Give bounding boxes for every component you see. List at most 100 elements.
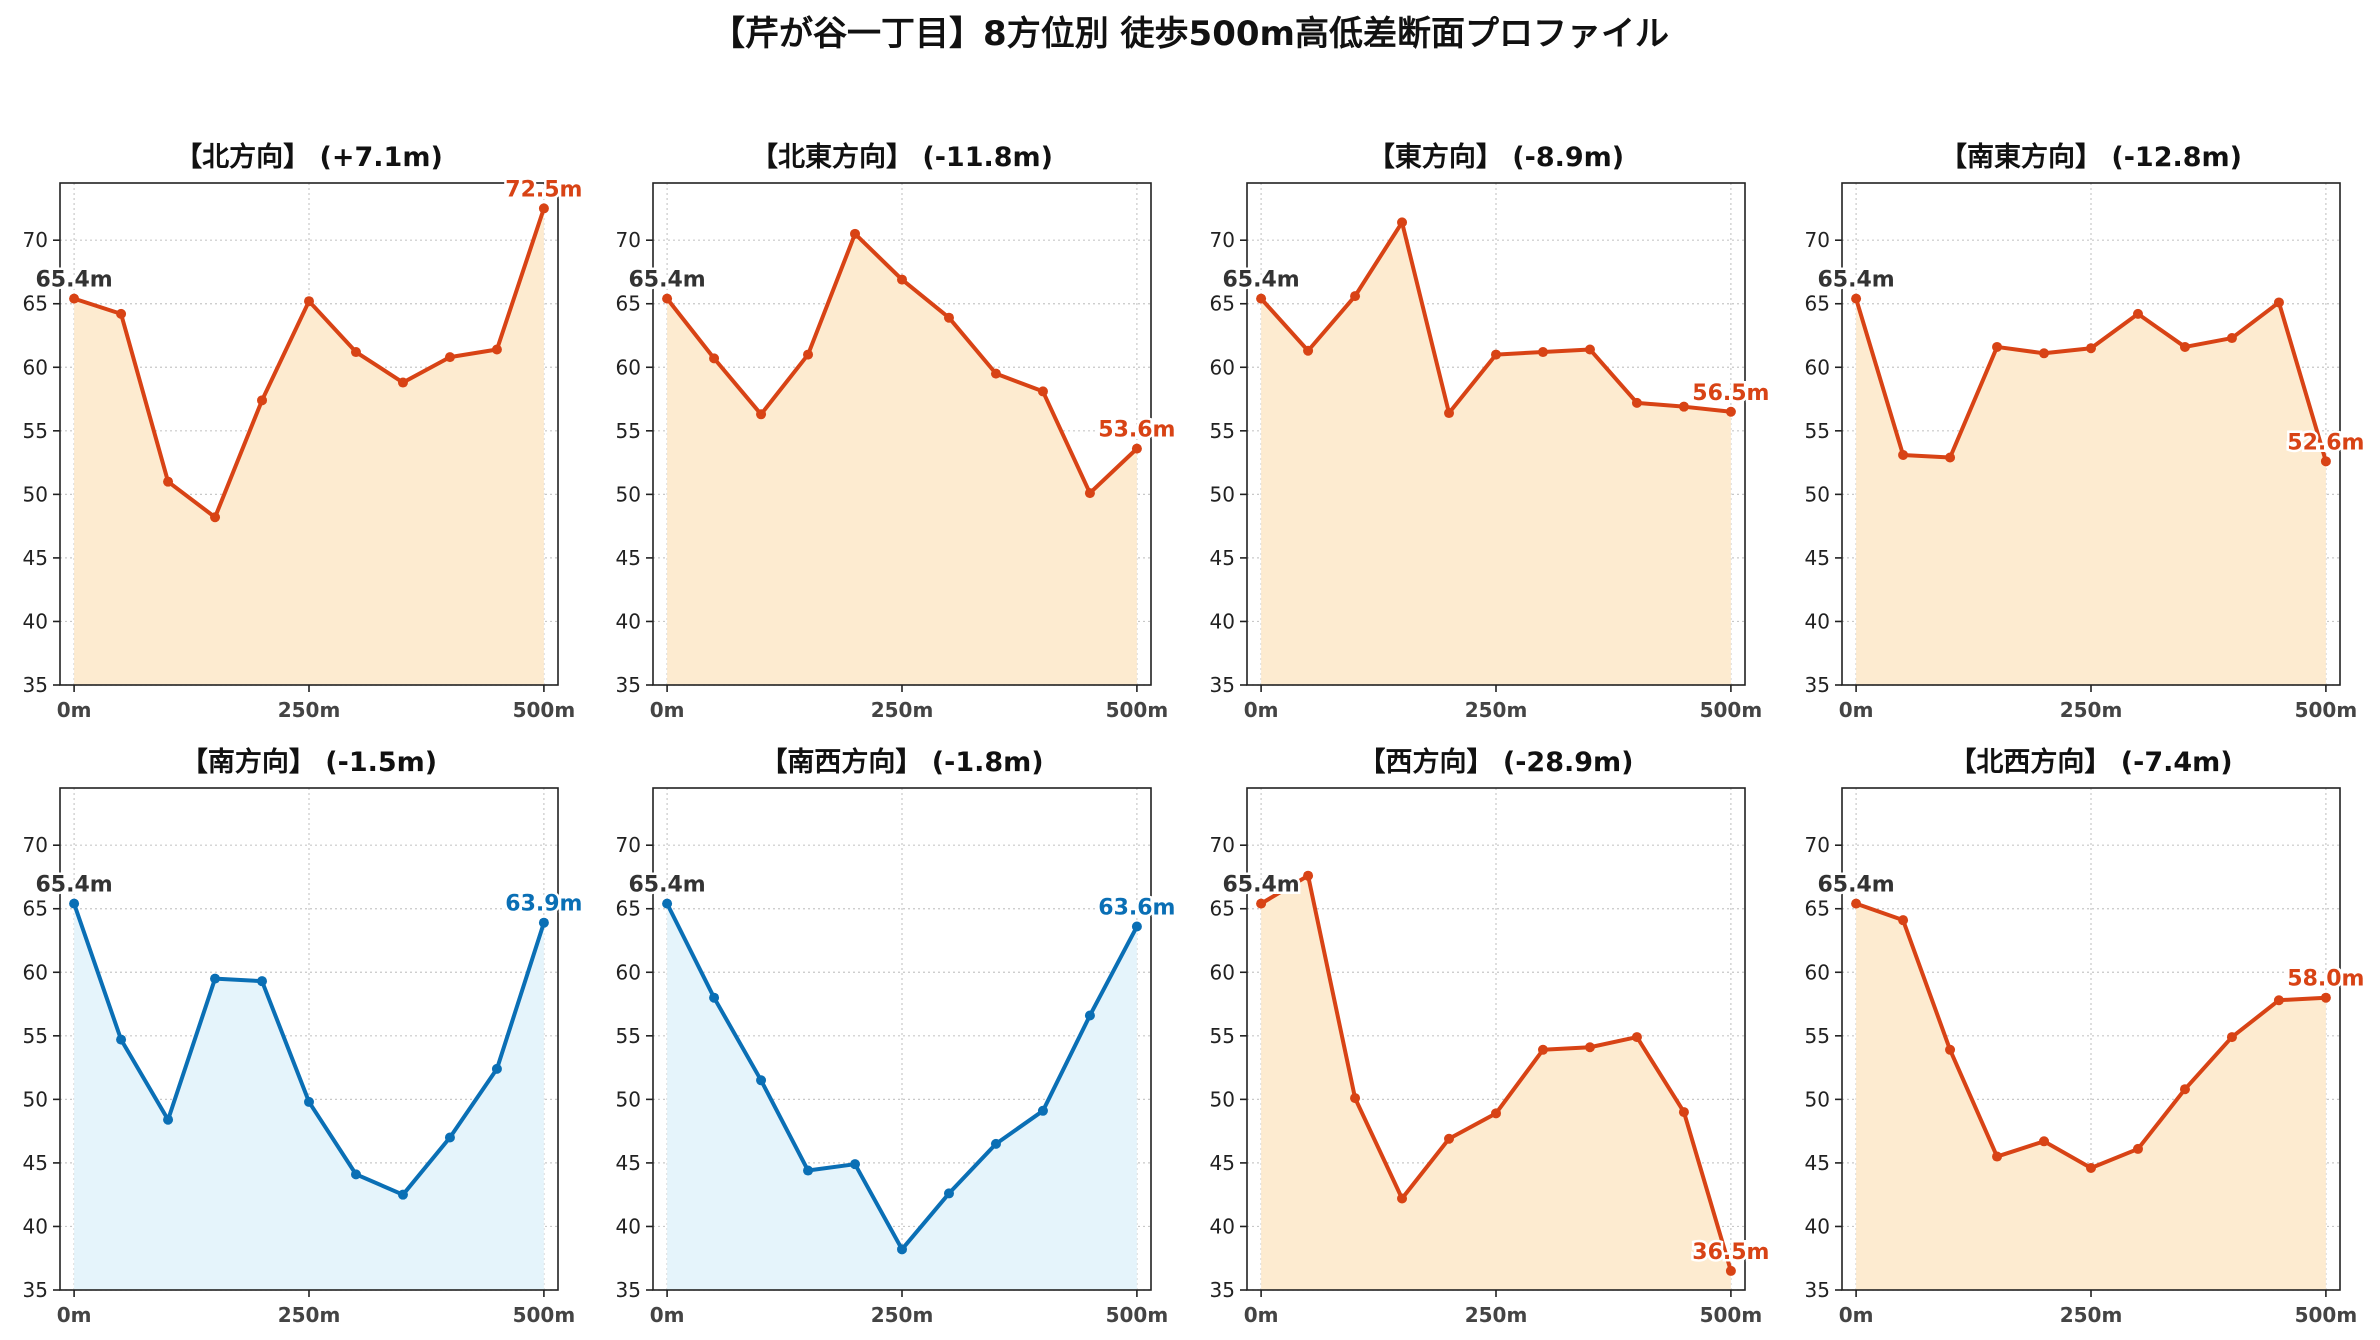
y-tick-label: 70 bbox=[1210, 228, 1235, 252]
data-point bbox=[350, 347, 361, 358]
data-point bbox=[304, 296, 314, 307]
chart-title: 【東方向】 (-8.9m) bbox=[1368, 141, 1624, 173]
profile-chart: 【南東方向】 (-12.8m) 35 40 45 50 55 60 65 70 0m 250m 500… bbox=[1805, 141, 2367, 722]
y-tick-label: 60 bbox=[616, 355, 641, 379]
start-value-label: 65.4m bbox=[35, 873, 112, 898]
y-tick-label: 55 bbox=[1210, 419, 1235, 443]
data-point bbox=[990, 368, 1001, 379]
y-tick-label: 50 bbox=[23, 1087, 48, 1111]
x-tick-label: 250m bbox=[2060, 698, 2123, 722]
y-tick-label: 40 bbox=[23, 1214, 48, 1238]
y-tick-label: 40 bbox=[23, 609, 48, 633]
y-tick-label: 40 bbox=[616, 1214, 641, 1238]
data-point bbox=[1678, 1107, 1689, 1118]
start-value-label: 65.4m bbox=[1817, 268, 1894, 293]
data-point bbox=[538, 203, 549, 214]
start-value-label: 65.4m bbox=[35, 268, 112, 293]
y-tick-label: 55 bbox=[23, 1024, 48, 1048]
area-fill bbox=[1261, 222, 1731, 685]
data-point bbox=[1945, 1044, 1956, 1055]
data-point bbox=[1584, 344, 1595, 355]
data-point bbox=[210, 973, 221, 984]
profile-chart: 【南方向】 (-1.5m) 35 40 45 50 55 60 65 70 0m 250m 500m 6… bbox=[23, 746, 585, 1327]
data-point bbox=[304, 1096, 314, 1107]
y-tick-label: 65 bbox=[23, 897, 48, 921]
x-tick-label: 0m bbox=[1839, 1303, 1874, 1327]
profile-chart: 【東方向】 (-8.9m) 35 40 45 50 55 60 65 70 0m 250m 500m 6… bbox=[1210, 141, 1772, 722]
y-tick-label: 50 bbox=[23, 482, 48, 506]
x-tick-label: 500m bbox=[1700, 1303, 1763, 1327]
data-point bbox=[2273, 297, 2284, 308]
y-tick-label: 65 bbox=[616, 292, 641, 316]
data-point bbox=[538, 917, 549, 928]
y-tick-label: 55 bbox=[616, 419, 641, 443]
data-point bbox=[257, 976, 268, 987]
chart-title: 【南東方向】 (-12.8m) bbox=[1940, 141, 2242, 173]
data-point bbox=[2086, 343, 2096, 354]
x-tick-label: 0m bbox=[1839, 698, 1874, 722]
data-point bbox=[69, 293, 80, 304]
area-fill bbox=[1856, 903, 2326, 1290]
x-tick-label: 250m bbox=[278, 698, 341, 722]
x-tick-label: 0m bbox=[57, 698, 92, 722]
y-tick-label: 35 bbox=[616, 673, 641, 697]
data-point bbox=[116, 308, 127, 319]
data-point bbox=[1537, 1044, 1548, 1055]
area-fill bbox=[667, 903, 1137, 1290]
data-point bbox=[1084, 488, 1095, 499]
profile-chart: 【北東方向】 (-11.8m) 35 40 45 50 55 60 65 70 0m 250m 500… bbox=[616, 141, 1178, 722]
y-tick-label: 65 bbox=[1805, 292, 1830, 316]
data-point bbox=[709, 353, 720, 364]
x-tick-label: 500m bbox=[1106, 698, 1169, 722]
y-tick-label: 35 bbox=[616, 1278, 641, 1302]
end-value-label: 36.5m bbox=[1692, 1240, 1769, 1265]
data-point bbox=[444, 1132, 455, 1143]
data-point bbox=[1945, 452, 1956, 463]
data-point bbox=[662, 898, 673, 909]
data-point bbox=[1678, 401, 1689, 412]
data-point bbox=[2039, 348, 2050, 359]
y-tick-label: 55 bbox=[1210, 1024, 1235, 1048]
area-fill bbox=[1856, 298, 2326, 685]
data-point bbox=[1898, 449, 1909, 460]
data-point bbox=[163, 476, 174, 487]
y-tick-label: 50 bbox=[616, 482, 641, 506]
data-point bbox=[397, 1189, 408, 1200]
data-point bbox=[1256, 293, 1267, 304]
data-point bbox=[1037, 1105, 1048, 1116]
y-tick-label: 70 bbox=[1210, 833, 1235, 857]
y-tick-label: 60 bbox=[23, 960, 48, 984]
area-fill bbox=[74, 208, 544, 685]
y-tick-label: 60 bbox=[23, 355, 48, 379]
data-point bbox=[1350, 291, 1361, 302]
y-tick-label: 65 bbox=[1210, 292, 1235, 316]
data-point bbox=[1992, 341, 2003, 352]
data-point bbox=[1631, 1032, 1642, 1043]
y-tick-label: 50 bbox=[1210, 1087, 1235, 1111]
profile-chart: 【北西方向】 (-7.4m) 35 40 45 50 55 60 65 70 0m 250m 500m… bbox=[1805, 746, 2367, 1327]
y-tick-label: 35 bbox=[1210, 1278, 1235, 1302]
data-point bbox=[850, 228, 861, 239]
y-tick-label: 40 bbox=[1210, 609, 1235, 633]
y-tick-label: 70 bbox=[23, 833, 48, 857]
y-tick-label: 50 bbox=[1210, 482, 1235, 506]
data-point bbox=[69, 898, 80, 909]
data-point bbox=[2132, 308, 2143, 319]
y-tick-label: 45 bbox=[1210, 1151, 1235, 1175]
data-point bbox=[491, 344, 502, 355]
start-value-label: 65.4m bbox=[1222, 873, 1299, 898]
y-tick-label: 45 bbox=[1805, 1151, 1830, 1175]
y-tick-label: 45 bbox=[616, 1151, 641, 1175]
data-point bbox=[1444, 1133, 1455, 1144]
start-value-label: 65.4m bbox=[628, 873, 705, 898]
y-tick-label: 45 bbox=[23, 1151, 48, 1175]
data-point bbox=[1725, 406, 1736, 417]
data-point bbox=[1037, 386, 1048, 397]
data-point bbox=[1303, 870, 1314, 881]
x-tick-label: 500m bbox=[513, 1303, 576, 1327]
y-tick-label: 50 bbox=[1805, 482, 1830, 506]
y-tick-label: 60 bbox=[1210, 960, 1235, 984]
chart-title: 【南西方向】 (-1.8m) bbox=[760, 746, 1043, 778]
y-tick-label: 35 bbox=[1805, 673, 1830, 697]
x-tick-label: 250m bbox=[278, 1303, 341, 1327]
